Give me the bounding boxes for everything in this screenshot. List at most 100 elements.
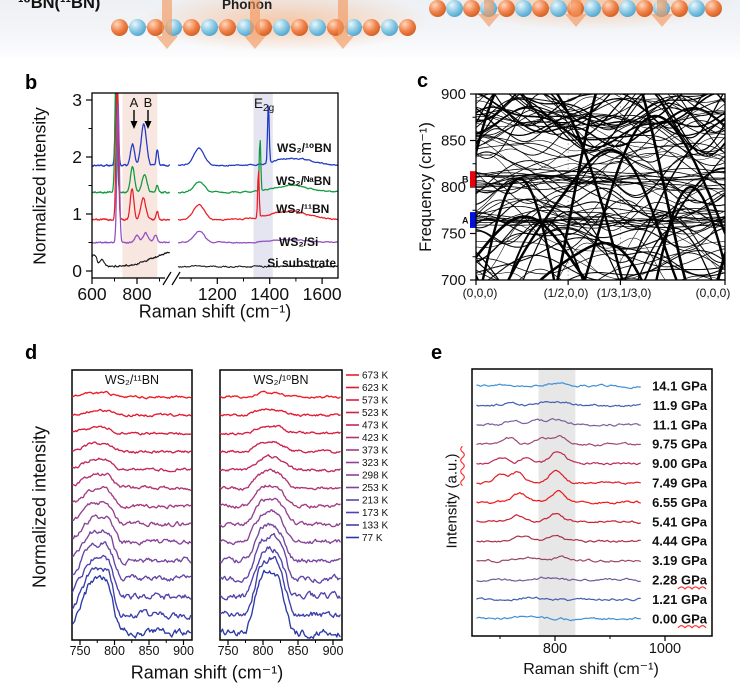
phonon-band — [519, 94, 724, 139]
x-tick-label: 900 — [323, 644, 344, 658]
spectrum-curve — [177, 170, 338, 222]
pressure-label: 7.49 GPa — [652, 476, 708, 491]
temperature-spectrum — [71, 457, 192, 473]
pressure-spectrum — [476, 534, 641, 543]
pressure-spectrum — [476, 382, 641, 390]
atom-sphere — [362, 18, 380, 36]
pressure-spectrum — [476, 615, 641, 622]
isotope-label: ¹⁰BN(¹¹BN) — [18, 0, 101, 12]
atom-sphere — [549, 0, 567, 17]
x-tick-label: 850 — [288, 644, 309, 658]
mode-marker — [470, 171, 476, 187]
temperature-spectrum — [219, 509, 341, 546]
atom-sphere — [200, 18, 218, 36]
atom-sphere — [618, 0, 636, 17]
subpanel-title: WS₂/¹¹BN — [105, 373, 159, 387]
phonon-band — [476, 171, 725, 180]
phonon-band — [507, 148, 678, 280]
phonon-band — [507, 219, 725, 280]
phonon-band — [476, 141, 725, 186]
phonon-band — [493, 94, 705, 129]
kpath-label: (0,0,0) — [696, 286, 731, 300]
legend-label: 373 K — [362, 446, 388, 457]
x-tick-label: 750 — [218, 644, 239, 658]
phonon-band — [624, 117, 725, 280]
spectrum-curve — [177, 105, 338, 167]
spectrum-curve — [92, 104, 171, 244]
mode-marker-label: A — [462, 216, 469, 226]
phonon-band — [476, 219, 725, 228]
d-x-axis-label: Raman shift (cm⁻¹) — [130, 662, 284, 683]
temperature-spectrum — [219, 454, 341, 473]
pressure-spectrum — [476, 435, 641, 447]
phonon-band — [476, 216, 725, 226]
temperature-spectrum — [219, 408, 341, 417]
phonon-band — [476, 180, 725, 190]
y-tick-label: 1 — [72, 204, 82, 224]
temperature-spectrum — [71, 441, 192, 454]
x-tick-label: 1400 — [250, 284, 289, 304]
phonon-band — [476, 95, 725, 135]
pressure-spectrum — [476, 513, 641, 525]
phonon-band — [476, 109, 725, 141]
temperature-spectrum — [219, 440, 341, 454]
x-tick-label: 800 — [122, 284, 151, 304]
axis-break-slash — [171, 271, 181, 286]
atom-sphere — [182, 18, 200, 36]
temperature-spectrum — [71, 514, 192, 546]
x-tick-label: 900 — [173, 644, 194, 658]
pressure-label: 11.1 GPa — [653, 417, 708, 432]
panel-label-c: c — [417, 70, 429, 92]
phonon-band — [476, 94, 725, 149]
series-label: WS₂/ᴺᵃBN — [276, 174, 331, 188]
atom-sphere — [497, 0, 515, 17]
schematic-strip: ¹⁰BN(¹¹BN) Phonon — [0, 0, 740, 58]
atom-sphere — [532, 0, 550, 17]
highlight-band — [538, 370, 576, 635]
panel-d-plot: WS₂/¹¹BN 750 800 850 900 WS₂/¹⁰BN 750 800 850 900… — [70, 369, 388, 658]
temperature-spectrum — [219, 522, 341, 564]
series-label: WS₂/¹⁰BN — [277, 141, 332, 155]
phonon-band — [538, 241, 644, 280]
pressure-label: 9.00 GPa — [652, 456, 708, 471]
phonon-band — [476, 216, 725, 226]
legend-label: 323 K — [362, 458, 388, 469]
pressure-label: 9.75 GPa — [652, 437, 708, 452]
x-tick-label: 1600 — [303, 284, 342, 304]
y-tick-label: 750 — [441, 226, 466, 243]
pressure-label: 11.9 GPa — [653, 398, 708, 413]
phonon-arrow-icon — [156, 0, 178, 49]
atom-sphere — [515, 0, 532, 17]
phonon-band — [476, 167, 725, 280]
atom-sphere — [670, 0, 688, 17]
legend-label: 573 K — [362, 396, 388, 407]
phonon-band — [476, 207, 725, 220]
pressure-label: 0.00 GPa — [652, 611, 708, 626]
legend-label: 298 K — [362, 471, 388, 482]
phonon-band — [476, 218, 725, 229]
y-tick-label: 0 — [72, 261, 82, 281]
phonon-band — [476, 210, 725, 224]
phonon-band — [476, 94, 725, 152]
y-tick-label: 900 — [441, 86, 466, 103]
pressure-label: 5.41 GPa — [652, 514, 708, 529]
plot-frame — [71, 369, 193, 641]
temperature-spectrum — [71, 541, 192, 582]
phonon-band — [476, 96, 725, 134]
atom-sphere — [308, 18, 326, 36]
spellcheck-squiggle — [677, 625, 707, 629]
legend-label: 673 K — [362, 371, 388, 382]
spellcheck-squiggle — [677, 586, 707, 590]
panel-e-plot: 14.1 GPa 11.9 GPa 11.1 GPa 9.75 GPa 9.00 GPa… — [471, 368, 713, 657]
y-tick-label: 850 — [441, 133, 466, 150]
x-tick-label: 850 — [139, 644, 160, 658]
phonon-band — [518, 268, 714, 280]
kpath-label: (0,0,0) — [463, 286, 498, 300]
y-tick-label: 800 — [441, 179, 466, 196]
phonon-band — [481, 177, 725, 280]
phonon-band — [476, 252, 725, 280]
temperature-spectrum — [219, 546, 341, 601]
pressure-spectrum — [476, 469, 641, 485]
panel-c-plot: 700 750 800 850 900 (0,0,0) (1/2,0,0) (1/3,1/3,… — [441, 86, 731, 300]
spectrum-curve — [177, 264, 338, 269]
